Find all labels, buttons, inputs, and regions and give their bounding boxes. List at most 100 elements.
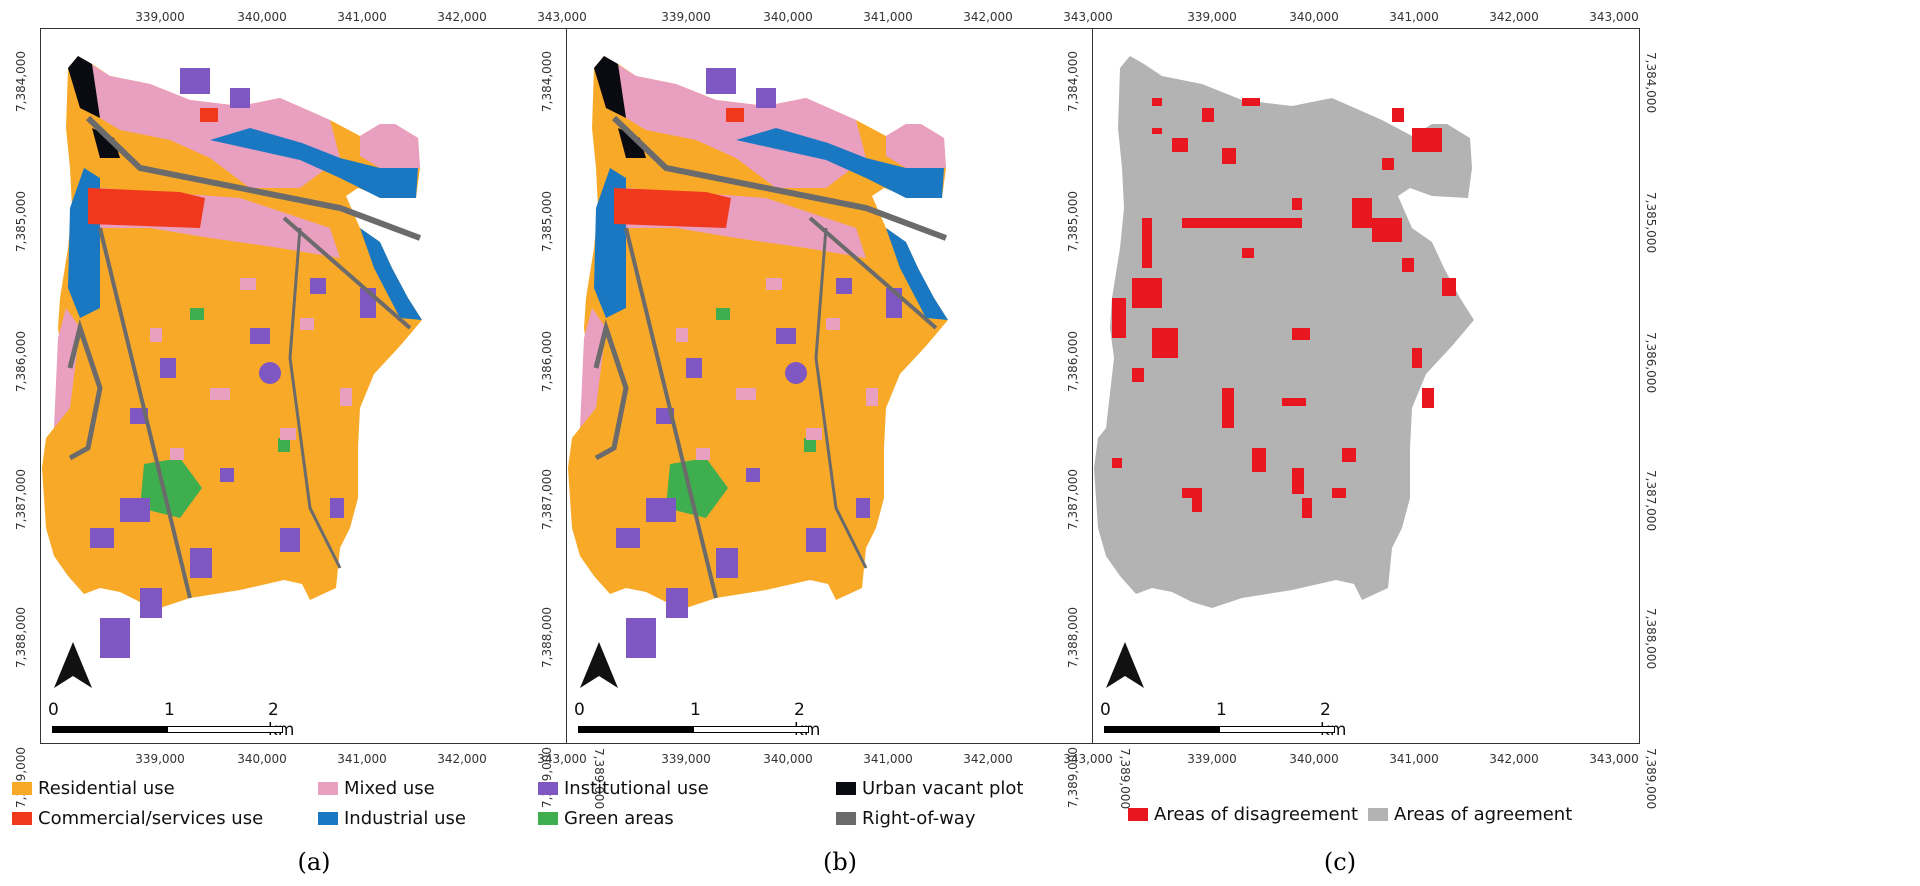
north-arrow-icon [1104,640,1146,694]
legend-item: Institutional use [538,778,709,799]
legend-label: Urban vacant plot [862,778,1024,799]
north-arrow-icon [578,640,620,694]
legend-swatch [1128,808,1148,821]
scale-segment-white [1219,726,1335,733]
legend-item: Mixed use [318,778,435,799]
y-tick-label: 7,384,000 [1644,52,1658,114]
mixed-use-area [210,388,230,400]
x-tick-label: 340,000 [763,752,813,766]
x-tick-label: 341,000 [1389,10,1439,24]
institutional-area [616,528,640,548]
scale-segment-black [1104,726,1220,733]
x-tick-label: 343,000 [1589,10,1639,24]
disagreement-area [1242,98,1260,106]
institutional-area [716,548,738,578]
institutional-area [140,588,162,618]
right-of-way [593,319,629,461]
x-tick-label: 341,000 [337,752,387,766]
scale-bar: 0 1 2 km [1100,700,1346,740]
industrial-area [736,128,944,198]
scale-label-1: 1 [690,700,701,720]
mixed-use-area [886,124,946,168]
x-tick-label: 341,000 [863,10,913,24]
legend-swatch [836,812,856,825]
x-tick-label: 342,000 [963,10,1013,24]
scale-label-1: 1 [164,700,175,720]
legend-item: Right-of-way [836,808,976,829]
y-tick-label: 7,386,000 [1066,330,1080,392]
y-tick-label: 7,385,000 [1644,192,1658,254]
scale-segment-white [167,726,283,733]
legend-swatch [12,782,32,795]
scale-label-2: 2 km [794,700,820,740]
legend-item: Commercial/services use [12,808,263,829]
institutional-area [836,278,852,294]
institutional-area [120,498,150,522]
x-tick-label: 342,000 [1489,10,1539,24]
institutional-area [706,68,736,94]
vacant-plot [68,56,100,118]
y-tick-label: 7,389,000 [1066,746,1080,808]
mixed-use-area [696,448,710,460]
industrial-area [360,228,422,320]
mixed-use-area [240,278,256,290]
disagreement-area [1342,448,1356,462]
disagreement-area [1132,368,1144,382]
x-tick-label: 339,000 [1187,10,1237,24]
land-use-map [568,56,948,658]
legend-swatch [318,812,338,825]
y-tick-label: 7,386,000 [540,330,554,392]
right-of-way [814,227,868,569]
y-tick-label: 7,388,000 [1644,608,1658,670]
green-area [190,308,204,320]
institutional-area [180,68,210,94]
y-tick-label: 7,387,000 [14,468,28,530]
disagreement-area [1292,198,1302,210]
y-tick-label: 7,388,000 [14,606,28,668]
legend-label: Mixed use [344,778,435,799]
x-tick-label: 342,000 [1489,752,1539,766]
y-tick-label: 7,385,000 [14,190,28,252]
disagreement-area [1292,468,1304,494]
legend-swatch [538,812,558,825]
disagreement-area [1292,328,1310,340]
vacant-plot [618,128,646,158]
panel-caption: (c) [1323,848,1357,876]
disagreement-area [1192,498,1202,512]
industrial-area [886,228,948,320]
scale-segment-white [693,726,809,733]
agreement-map [1094,56,1474,608]
commercial-area [726,108,744,122]
x-tick-label: 339,000 [1187,752,1237,766]
panel-caption: (b) [822,848,858,876]
disagreement-area [1222,148,1236,164]
legend-label: Right-of-way [862,808,976,829]
y-tick-label: 7,389,000 [1644,748,1658,810]
mixed-use-area [826,318,840,330]
disagreement-area [1372,218,1402,242]
legend-swatch [836,782,856,795]
scale-bar: 0 1 2 km [574,700,820,740]
x-tick-label: 341,000 [863,752,913,766]
green-area [804,438,816,452]
disagreement-area [1252,448,1266,472]
disagreement-area [1282,398,1306,406]
mixed-use-area [280,428,296,440]
legend-item: Green areas [538,808,674,829]
disagreement-area [1152,98,1162,106]
x-tick-label: 343,000 [537,10,587,24]
y-tick-label: 7,385,000 [540,190,554,252]
disagreement-area [1302,498,1312,518]
legend-swatch [538,782,558,795]
right-of-way [288,227,342,569]
institutional-area [756,88,776,108]
disagreement-area [1112,298,1126,338]
mixed-use-area [806,428,822,440]
institutional-area [160,358,176,378]
y-tick-label: 7,387,000 [1644,470,1658,532]
disagreement-area [1402,258,1414,272]
disagreement-area [1182,488,1202,498]
legend-label: Areas of agreement [1394,804,1573,825]
legend-label: Institutional use [564,778,709,799]
x-tick-label: 339,000 [135,10,185,24]
